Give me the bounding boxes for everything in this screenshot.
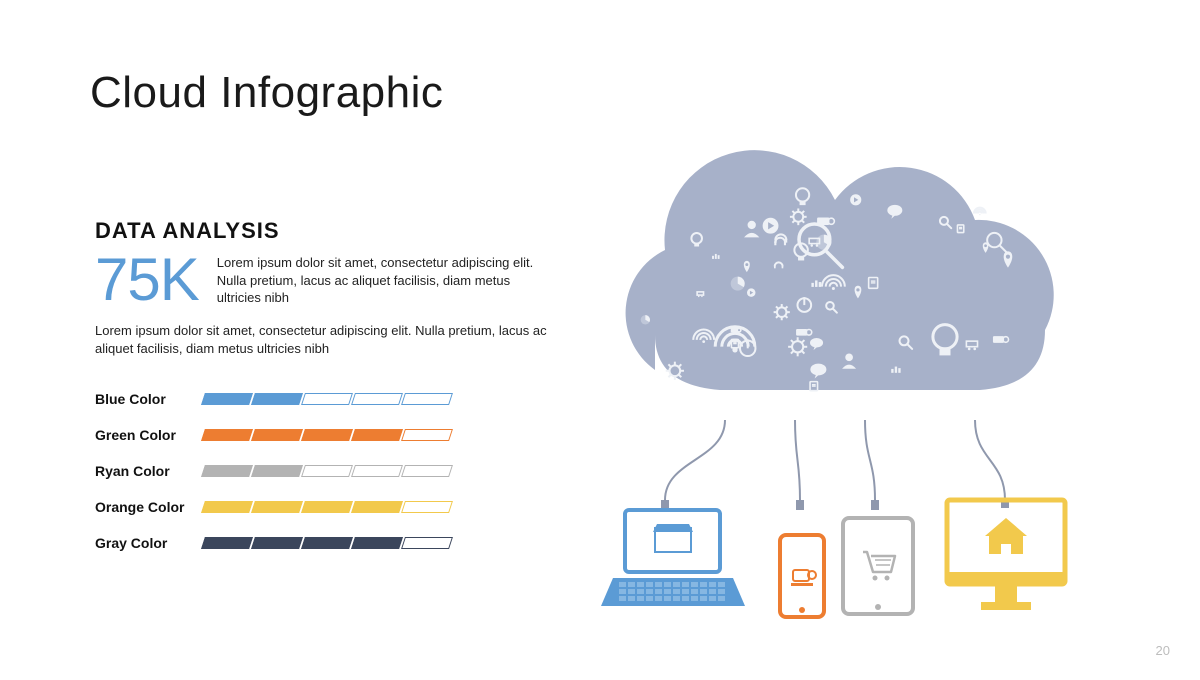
bar-segment (201, 501, 253, 513)
device-phone (780, 535, 824, 617)
bar-segment (401, 393, 453, 405)
bar-segment (251, 429, 303, 441)
bar-segment (251, 537, 303, 549)
device-wires (661, 420, 1009, 510)
bar-segment (401, 537, 453, 549)
lower-paragraph: Lorem ipsum dolor sit amet, consectetur … (95, 322, 555, 357)
bar-chart: Blue Color Green Color Ryan Color Orange Co… (95, 391, 555, 551)
stat-row: 75K Lorem ipsum dolor sit amet, consecte… (95, 250, 555, 310)
bar-track (203, 393, 451, 405)
bar-segment (301, 501, 353, 513)
bar-segment (301, 465, 353, 477)
bar-label: Gray Color (95, 535, 203, 551)
bar-segment (401, 429, 453, 441)
stat-paragraph: Lorem ipsum dolor sit amet, consectetur … (217, 250, 555, 307)
bar-segment (251, 501, 303, 513)
cloud-infographic (585, 140, 1095, 640)
page-number: 20 (1156, 643, 1170, 658)
page-title: Cloud Infographic (90, 68, 443, 118)
cloud-shape (626, 150, 1054, 390)
bar-segment (401, 465, 453, 477)
bar-row: Blue Color (95, 391, 555, 407)
bar-segment (201, 537, 253, 549)
bar-segment (351, 501, 403, 513)
bar-segment (401, 501, 453, 513)
device-laptop (601, 510, 745, 606)
bar-segment (351, 537, 403, 549)
bar-segment (351, 465, 403, 477)
section-heading: DATA ANALYSIS (95, 218, 555, 244)
bar-segment (351, 393, 403, 405)
bar-track (203, 537, 451, 549)
stat-number: 75K (95, 250, 199, 310)
bar-track (203, 465, 451, 477)
bar-segment (301, 393, 353, 405)
bar-segment (251, 393, 303, 405)
bar-row: Orange Color (95, 499, 555, 515)
bar-segment (301, 429, 353, 441)
bar-track (203, 429, 451, 441)
bar-label: Ryan Color (95, 463, 203, 479)
bar-row: Gray Color (95, 535, 555, 551)
device-monitor (947, 500, 1065, 610)
bar-segment (301, 537, 353, 549)
bar-row: Ryan Color (95, 463, 555, 479)
bar-row: Green Color (95, 427, 555, 443)
bar-label: Blue Color (95, 391, 203, 407)
devices (601, 500, 1065, 617)
device-tablet (843, 518, 913, 614)
bar-track (203, 501, 451, 513)
bar-segment (351, 429, 403, 441)
bar-segment (251, 465, 303, 477)
bar-segment (201, 393, 253, 405)
bar-segment (201, 429, 253, 441)
bar-label: Green Color (95, 427, 203, 443)
bar-label: Orange Color (95, 499, 203, 515)
left-column: DATA ANALYSIS 75K Lorem ipsum dolor sit … (95, 218, 555, 571)
bar-segment (201, 465, 253, 477)
